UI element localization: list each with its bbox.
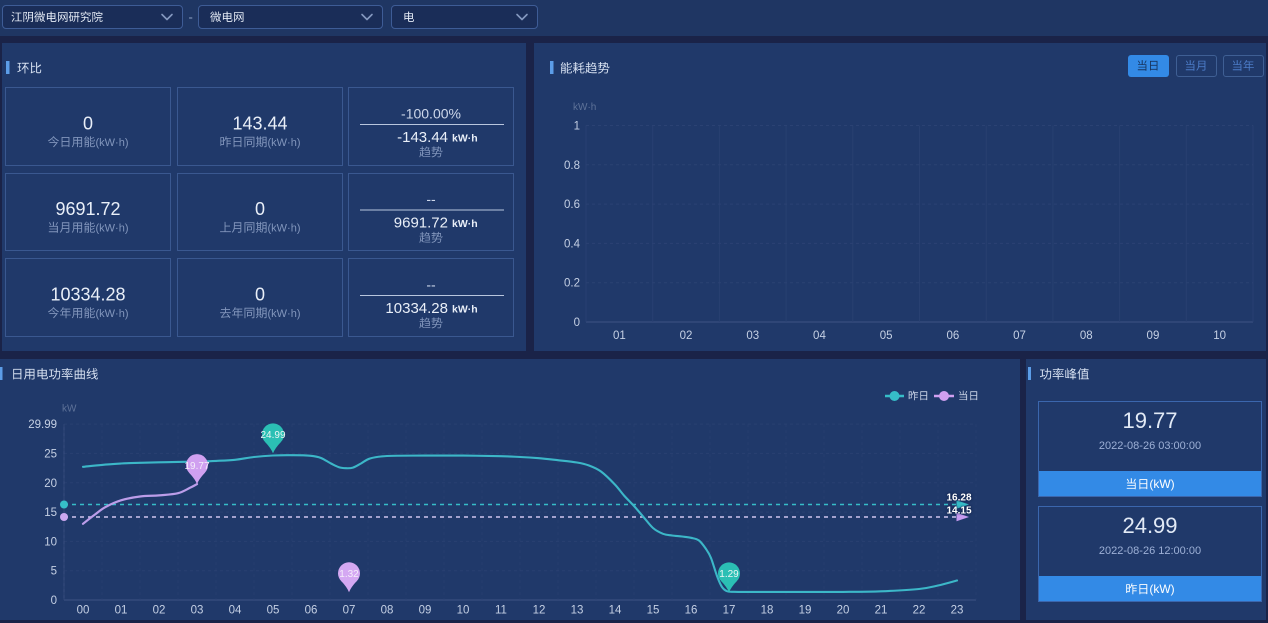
svg-text:(kW): (kW) [1149,477,1174,491]
svg-text:1.29: 1.29 [719,569,739,580]
svg-text:(kW·h): (kW·h) [268,308,301,320]
svg-text:02: 02 [680,330,693,342]
svg-text:kW·h: kW·h [573,102,596,113]
svg-text:04: 04 [813,330,826,342]
svg-text:09: 09 [1147,330,1160,342]
svg-text:04: 04 [229,604,242,616]
svg-text:-100.00%: -100.00% [401,106,461,122]
svg-text:06: 06 [946,330,959,342]
svg-text:0: 0 [255,285,265,305]
svg-text:0.6: 0.6 [564,199,580,211]
svg-text:10: 10 [44,536,57,548]
svg-text:24.99: 24.99 [260,430,285,441]
svg-text:23: 23 [951,604,964,616]
svg-text:01: 01 [613,330,626,342]
svg-text:01: 01 [115,604,128,616]
svg-text:13: 13 [571,604,584,616]
svg-text:14.15: 14.15 [946,506,971,517]
svg-text:21: 21 [875,604,888,616]
svg-text:00: 00 [77,604,90,616]
svg-text:20: 20 [837,604,850,616]
svg-text:kW·h: kW·h [452,133,478,145]
svg-text:09: 09 [419,604,432,616]
svg-text:(kW·h): (kW·h) [96,308,129,320]
svg-text:12: 12 [533,604,546,616]
svg-text:03: 03 [191,604,204,616]
svg-text:kW·h: kW·h [452,218,478,230]
svg-text:20: 20 [44,478,57,490]
svg-text:0: 0 [83,114,93,134]
svg-text:0: 0 [51,595,57,607]
svg-text:143.44: 143.44 [232,114,287,134]
svg-text:15: 15 [44,507,57,519]
svg-text:07: 07 [343,604,356,616]
svg-text:--: -- [426,191,436,207]
svg-text:kW: kW [62,404,77,415]
svg-text:29.99: 29.99 [28,419,57,431]
svg-text:15: 15 [647,604,660,616]
svg-text:10: 10 [1213,330,1226,342]
svg-text:(kW): (kW) [1149,582,1174,596]
svg-text:24.99: 24.99 [1122,513,1177,538]
svg-text:5: 5 [51,566,57,578]
svg-text:10: 10 [457,604,470,616]
svg-text:08: 08 [1080,330,1093,342]
svg-text:10334.28: 10334.28 [50,285,125,305]
svg-text:1.32: 1.32 [339,569,359,580]
svg-text:1: 1 [574,121,580,133]
svg-text:06: 06 [305,604,318,616]
svg-text:25: 25 [44,448,57,460]
svg-text:0: 0 [574,317,580,329]
svg-text:(kW·h): (kW·h) [96,137,129,149]
svg-text:9691.72: 9691.72 [394,215,448,232]
svg-text:16: 16 [685,604,698,616]
svg-text:05: 05 [880,330,893,342]
svg-text:0: 0 [255,199,265,219]
svg-text:05: 05 [267,604,280,616]
svg-text:11: 11 [495,604,507,616]
svg-text:07: 07 [1013,330,1026,342]
svg-text:(kW·h): (kW·h) [96,223,129,235]
svg-text:--: -- [426,277,436,293]
svg-text:0.8: 0.8 [564,160,580,172]
svg-text:14: 14 [609,604,622,616]
svg-text:18: 18 [761,604,774,616]
svg-text:19.77: 19.77 [184,461,209,472]
svg-text:19: 19 [799,604,812,616]
svg-text:10334.28: 10334.28 [385,300,448,317]
svg-text:17: 17 [723,604,736,616]
svg-text:0.4: 0.4 [564,238,581,250]
svg-text:(kW·h): (kW·h) [268,137,301,149]
svg-text:08: 08 [381,604,394,616]
svg-text:16.28: 16.28 [946,493,971,504]
svg-text:19.77: 19.77 [1122,408,1177,433]
svg-text:9691.72: 9691.72 [55,199,120,219]
svg-text:2022-08-26 03:00:00: 2022-08-26 03:00:00 [1099,440,1201,452]
svg-text:-: - [189,10,193,25]
svg-text:(kW·h): (kW·h) [268,223,301,235]
svg-text:03: 03 [746,330,759,342]
svg-text:kW·h: kW·h [452,304,478,316]
svg-text:0.2: 0.2 [564,278,580,290]
svg-text:2022-08-26 12:00:00: 2022-08-26 12:00:00 [1099,545,1201,557]
svg-text:22: 22 [913,604,926,616]
svg-text:-143.44: -143.44 [397,129,448,146]
svg-text:02: 02 [153,604,166,616]
